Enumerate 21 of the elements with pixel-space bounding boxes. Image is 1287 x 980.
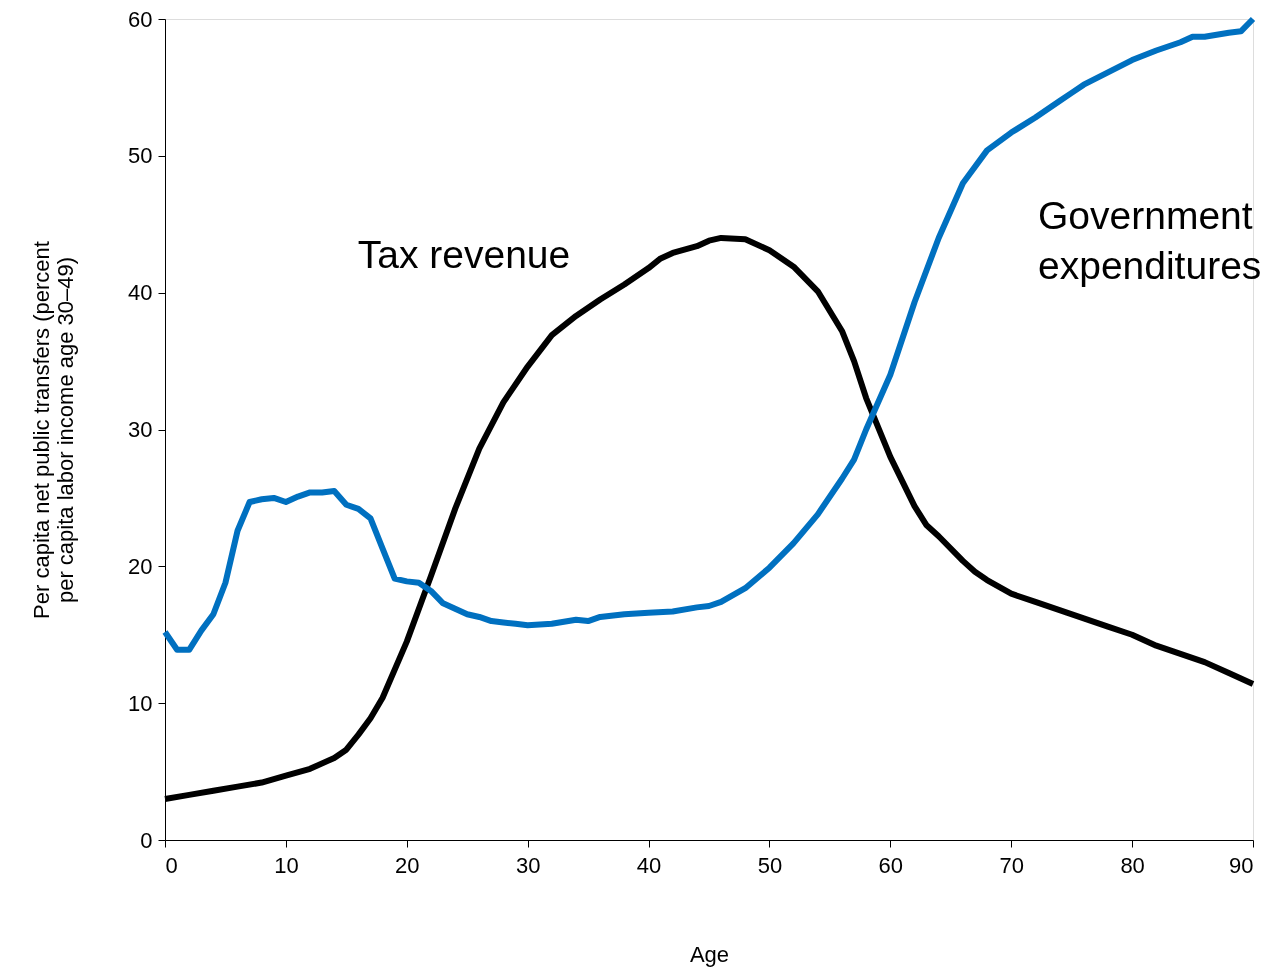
x-tick-label: 80: [1120, 852, 1145, 878]
x-tick-label: 50: [757, 852, 783, 878]
y-tick-label: 60: [128, 6, 153, 32]
x-axis-title: Age: [689, 941, 730, 967]
series-label: Government expenditures: [1038, 194, 1262, 287]
y-tick-label: 40: [128, 280, 153, 306]
y-axis-title: Per capita net public transfers (percent per capita labor income age 30–49): [29, 241, 79, 619]
y-tick-label: 50: [128, 143, 153, 169]
x-tick-label: 90: [1229, 852, 1254, 878]
x-tick-label: 40: [636, 852, 662, 878]
x-tick-label: 30: [515, 852, 541, 878]
y-tick-label: 20: [128, 553, 153, 579]
x-tick-label: 0: [165, 852, 178, 878]
x-tick-label: 60: [878, 852, 904, 878]
x-tick-label: 20: [395, 852, 420, 878]
y-tick-label: 30: [128, 417, 153, 442]
y-tick-label: 10: [128, 690, 153, 716]
y-tick-label: 0: [140, 827, 153, 853]
series-label: Tax revenue: [357, 233, 571, 276]
x-tick-label: 10: [274, 852, 299, 878]
x-tick-label: 70: [999, 852, 1024, 878]
